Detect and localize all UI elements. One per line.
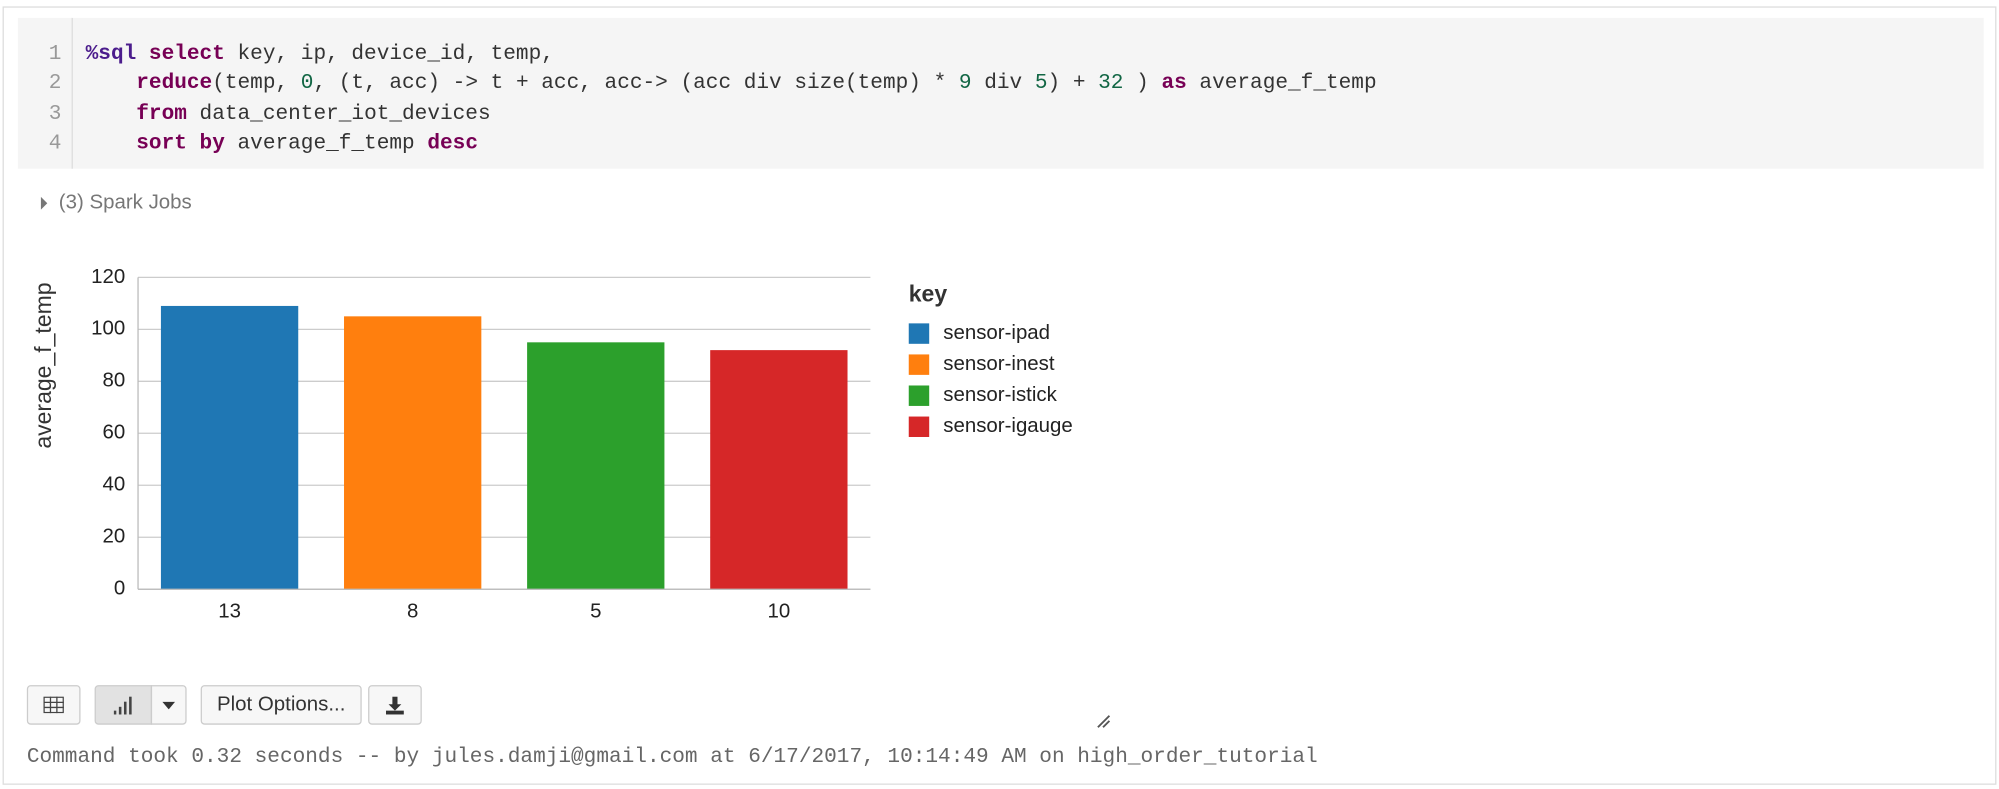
y-tick-label: 40 xyxy=(103,473,126,496)
bar xyxy=(710,350,848,590)
code-line: 2 reduce(temp, 0, (t, acc) -> t + acc, a… xyxy=(18,68,1984,97)
code-token: 9 xyxy=(958,70,972,95)
code-token: key, ip, device_id, temp, xyxy=(224,40,554,66)
code-token: 5 xyxy=(1034,70,1048,95)
gutter xyxy=(71,17,73,169)
y-tick-label: 120 xyxy=(91,265,125,288)
code-token: data_center_iot_devices xyxy=(186,100,491,125)
code-text: %sql select key, ip, device_id, temp, xyxy=(86,38,554,67)
bar xyxy=(160,305,299,590)
x-tick-label: 8 xyxy=(407,600,418,623)
y-tick-label: 0 xyxy=(114,577,125,600)
table-icon xyxy=(43,696,64,714)
code-token: div xyxy=(971,70,1035,95)
spark-jobs[interactable]: (3) Spark Jobs xyxy=(58,191,192,214)
y-tick-label: 20 xyxy=(103,525,126,548)
chart-dropdown[interactable] xyxy=(150,685,187,725)
line-number: 4 xyxy=(48,130,62,155)
code-token: sort by xyxy=(85,130,225,155)
expand-arrow[interactable] xyxy=(40,196,48,210)
bar xyxy=(344,316,482,590)
code-text: sort by average_f_temp desc xyxy=(86,128,478,157)
download-button[interactable] xyxy=(368,685,422,725)
y-tick-label: 80 xyxy=(103,369,126,392)
bar xyxy=(527,342,665,590)
chart-icon xyxy=(113,695,132,714)
x-tick-label: 5 xyxy=(590,600,601,623)
code-token: average_f_temp xyxy=(224,130,428,155)
y-tick-label: 100 xyxy=(91,317,125,340)
code-line: 1 %sql select key, ip, device_id, temp, xyxy=(18,38,1984,67)
code-token: desc xyxy=(427,130,478,155)
legend-label: sensor-istick xyxy=(943,383,1057,406)
line-number: 2 xyxy=(48,70,62,95)
legend-label: sensor-igauge xyxy=(943,414,1073,437)
x-tick-label: 13 xyxy=(218,600,241,623)
code-token: (temp, xyxy=(212,70,301,95)
code-token: 32 xyxy=(1098,70,1124,95)
code-text: from data_center_iot_devices xyxy=(85,98,491,127)
legend-label: sensor-ipad xyxy=(943,321,1050,344)
chart-button[interactable] xyxy=(94,685,153,725)
caret-icon xyxy=(162,701,176,709)
legend-swatch xyxy=(908,385,930,406)
y-tick-label: 60 xyxy=(103,421,126,444)
code-token: average_f_temp xyxy=(1186,70,1377,95)
line-number: 3 xyxy=(48,100,62,125)
command-status: Command took 0.32 seconds -- by jules.da… xyxy=(26,743,1318,769)
legend-swatch xyxy=(908,354,930,375)
code-editor[interactable]: 1 %sql select key, ip, device_id, temp, 2 … xyxy=(17,17,1984,169)
code-token: reduce xyxy=(85,70,213,95)
code-token: 0 xyxy=(300,70,314,95)
code-token: , (t, acc) -> t + acc, acc-> (acc div si… xyxy=(313,70,959,95)
legend-swatch xyxy=(908,323,930,344)
code-token: %sql xyxy=(85,40,137,66)
line-number: 1 xyxy=(48,40,62,66)
code-text: reduce(temp, 0, (t, acc) -> t + acc, acc… xyxy=(85,68,1377,97)
plot-options-button[interactable]: Plot Options... xyxy=(200,685,362,725)
code-token: as xyxy=(1161,70,1187,95)
code-token: from xyxy=(85,100,187,125)
resize-handle[interactable] xyxy=(1095,713,1111,728)
y-axis-label: average_f_temp xyxy=(30,282,56,448)
chart: average_f_temp key 0 20 40 60 80 100 120 13 8 5 10… xyxy=(30,265,1073,623)
download-icon xyxy=(385,695,404,714)
legend-label: sensor-inest xyxy=(943,352,1055,375)
code-token: ) xyxy=(1123,70,1162,95)
code-line: 3 from data_center_iot_devices xyxy=(18,98,1984,127)
table-button[interactable] xyxy=(26,685,81,725)
code-token: ) + xyxy=(1047,70,1099,95)
legend-swatch xyxy=(908,416,930,437)
x-tick-label: 10 xyxy=(767,600,790,623)
code-token: select xyxy=(136,40,225,66)
legend-title: key xyxy=(909,280,948,306)
notebook-cell xyxy=(2,6,1997,785)
code-line: 4 sort by average_f_temp desc xyxy=(18,128,1984,157)
